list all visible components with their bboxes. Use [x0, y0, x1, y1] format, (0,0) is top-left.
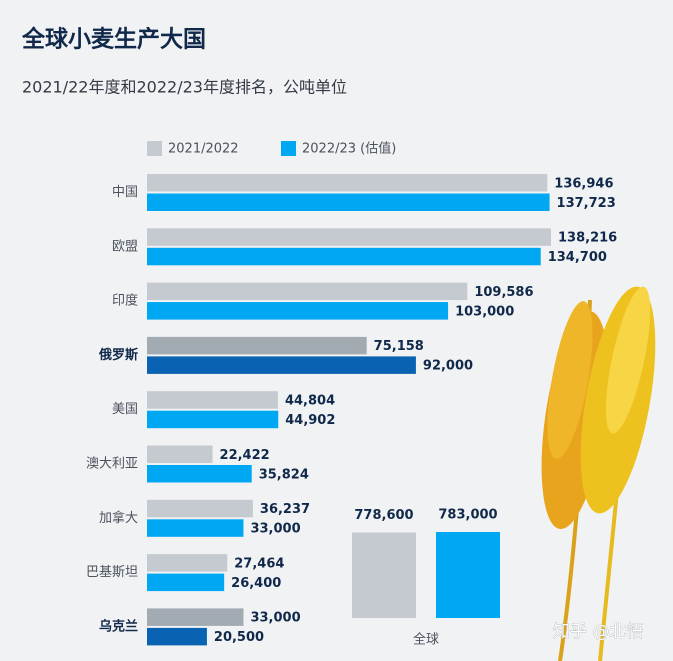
legend-swatch	[147, 141, 162, 156]
category-label: 乌克兰	[99, 618, 138, 634]
legend-label: 2022/23 (估值)	[302, 141, 396, 157]
category-label: 加拿大	[99, 510, 138, 526]
value-label: 35,824	[259, 467, 309, 482]
bar	[147, 445, 213, 463]
legend-label: 2021/2022	[168, 142, 239, 157]
category-label: 欧盟	[112, 239, 138, 254]
chart-title: 全球小麦生产大国	[21, 26, 206, 53]
bar	[147, 174, 548, 192]
category-label: 巴基斯坦	[86, 565, 138, 580]
value-label: 75,158	[374, 339, 424, 354]
value-label: 26,400	[231, 576, 281, 591]
value-label: 22,422	[220, 448, 270, 463]
bar	[147, 302, 449, 320]
value-label: 44,902	[285, 413, 335, 428]
value-label: 92,000	[423, 359, 473, 374]
chart-subtitle: 2021/22年度和2022/23年度排名，公吨单位	[22, 78, 347, 97]
total-bar	[436, 532, 500, 618]
bar	[147, 228, 551, 246]
value-label: 33,000	[250, 522, 300, 537]
wheat-illustration	[541, 286, 656, 661]
bar	[147, 282, 468, 301]
category-label: 澳大利亚	[86, 456, 138, 472]
legend-swatch	[281, 141, 296, 156]
value-label: 137,723	[557, 196, 616, 211]
total-bar	[352, 532, 416, 618]
value-label: 138,216	[558, 231, 617, 246]
value-label: 109,586	[474, 285, 533, 300]
bar	[147, 410, 279, 429]
bar	[147, 193, 550, 211]
total-value-label: 778,600	[354, 508, 413, 523]
category-label: 美国	[112, 402, 138, 417]
total-label: 全球	[413, 632, 439, 648]
bar	[147, 499, 253, 518]
value-label: 33,000	[250, 611, 300, 626]
bar	[147, 627, 207, 646]
bar	[147, 608, 244, 626]
value-label: 20,500	[214, 630, 264, 645]
watermark: 知乎 @北悟	[553, 622, 643, 642]
bar	[147, 336, 367, 355]
bar	[147, 391, 278, 409]
value-label: 136,946	[554, 176, 613, 191]
value-label: 27,464	[234, 556, 284, 571]
bar	[147, 573, 225, 592]
bar	[147, 465, 252, 483]
category-label: 俄罗斯	[98, 347, 138, 363]
bar	[147, 554, 228, 572]
category-label: 中国	[112, 185, 138, 200]
value-label: 36,237	[260, 502, 310, 517]
bar	[147, 247, 541, 266]
value-label: 134,700	[548, 250, 607, 265]
total-value-label: 783,000	[438, 508, 497, 523]
value-label: 103,000	[455, 304, 514, 319]
bar	[147, 519, 244, 537]
bar	[147, 356, 416, 374]
category-label: 印度	[112, 293, 138, 309]
value-label: 44,804	[285, 393, 335, 408]
